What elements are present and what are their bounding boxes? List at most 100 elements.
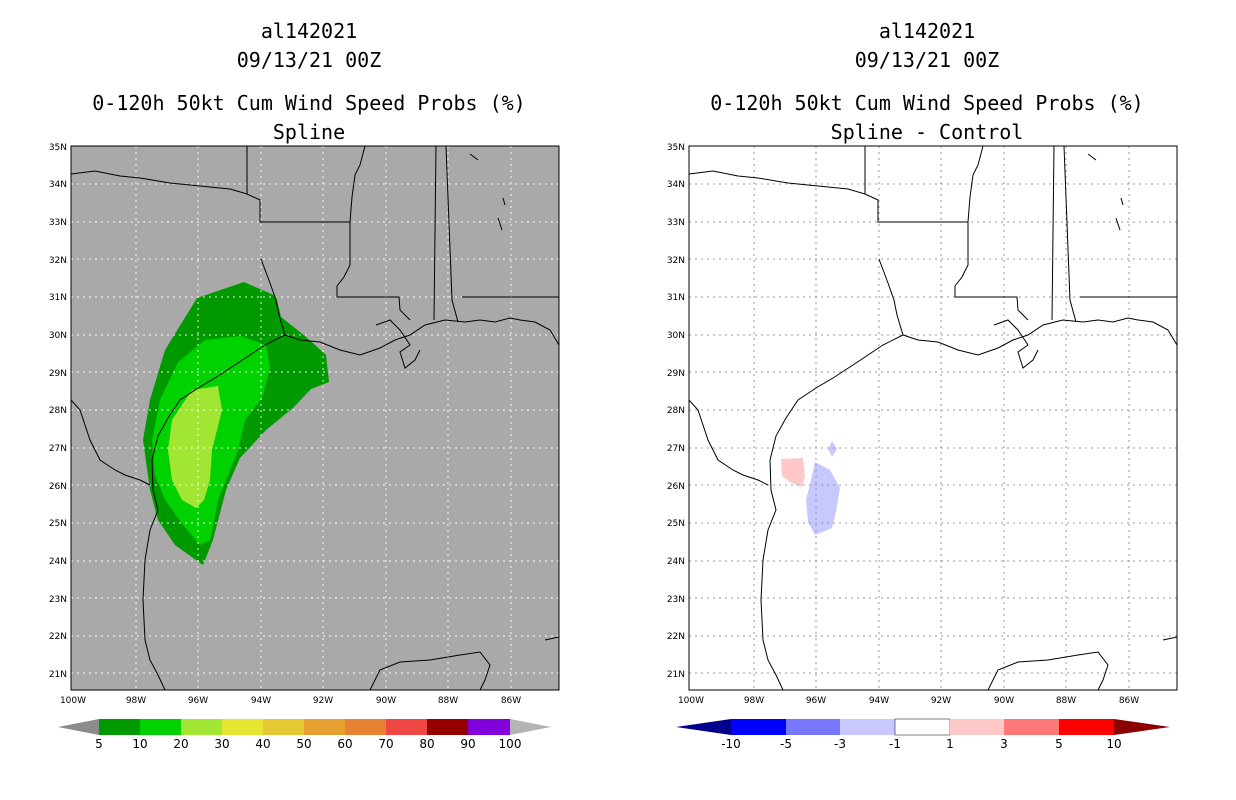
right-colorbar-swatch-1-3 bbox=[950, 719, 1004, 735]
right-storm-id: al142021 bbox=[878, 19, 976, 43]
right-colorbar-label: 10 bbox=[1106, 737, 1121, 751]
right-colorbar-cap-high bbox=[1114, 719, 1170, 735]
left-lon-label: 98W bbox=[126, 696, 146, 706]
left-colorbar-swatch-70-80 bbox=[386, 719, 427, 735]
left-colorbar-swatch-80-90 bbox=[427, 719, 468, 735]
right-colorbar-label: 3 bbox=[1000, 737, 1008, 751]
right-lon-label: 100W bbox=[678, 696, 704, 706]
right-lon-label: 96W bbox=[806, 696, 826, 706]
left-lat-label: 31N bbox=[49, 293, 67, 303]
right-lat-label: 34N bbox=[667, 180, 685, 190]
right-colorbar-swatch-n5-n3 bbox=[786, 719, 840, 735]
left-subtitle: Spline bbox=[272, 120, 346, 144]
right-lat-label: 35N bbox=[667, 143, 685, 153]
left-colorbar-label: 90 bbox=[460, 737, 475, 751]
left-storm-id: al142021 bbox=[260, 19, 358, 43]
left-colorbar-swatch-20-30 bbox=[181, 719, 222, 735]
left-lon-label: 90W bbox=[376, 696, 396, 706]
right-lat-label: 22N bbox=[667, 632, 685, 642]
right-lat-label: 26N bbox=[667, 482, 685, 492]
left-colorbar-swatch-30-40 bbox=[222, 719, 263, 735]
left-map-background bbox=[71, 146, 559, 690]
left-colorbar-label: 60 bbox=[337, 737, 352, 751]
right-lat-label: 33N bbox=[667, 218, 685, 228]
left-product-title: 0-120h 50kt Cum Wind Speed Probs (%) bbox=[92, 91, 526, 115]
right-coastlines bbox=[689, 146, 1177, 690]
left-colorbar-label: 100 bbox=[499, 737, 522, 751]
right-lat-label: 29N bbox=[667, 369, 685, 379]
left-colorbar-label: 10 bbox=[132, 737, 147, 751]
left-map-frame bbox=[70, 145, 560, 691]
right-colorbar-label: -10 bbox=[721, 737, 741, 751]
right-colorbar-label: -1 bbox=[889, 737, 901, 751]
right-lat-label: 27N bbox=[667, 444, 685, 454]
left-lon-label: 94W bbox=[251, 696, 271, 706]
right-lon-label: 98W bbox=[744, 696, 764, 706]
right-lon-label: 88W bbox=[1056, 696, 1076, 706]
left-prob-20-30-shade bbox=[168, 386, 222, 508]
right-colorbar-label: -5 bbox=[780, 737, 792, 751]
right-lat-labels: 35N 34N 33N 32N 31N 30N 29N 28N 27N 26N … bbox=[667, 143, 685, 680]
right-lat-label: 32N bbox=[667, 256, 685, 266]
left-colorbar-swatch-60-70 bbox=[345, 719, 386, 735]
left-colorbar-swatch-10-20 bbox=[140, 719, 181, 735]
right-lat-label: 30N bbox=[667, 331, 685, 341]
left-lat-label: 35N bbox=[49, 143, 67, 153]
right-colorbar-label: -3 bbox=[834, 737, 846, 751]
right-lat-label: 21N bbox=[667, 670, 685, 680]
left-lon-label: 92W bbox=[313, 696, 333, 706]
left-lat-label: 22N bbox=[49, 632, 67, 642]
left-lat-label: 25N bbox=[49, 519, 67, 529]
right-diff-positive-shade bbox=[781, 458, 805, 487]
right-lon-labels: 100W 98W 96W 94W 92W 90W 88W 86W bbox=[678, 696, 1139, 706]
right-colorbar-label: 1 bbox=[946, 737, 954, 751]
right-lon-label: 92W bbox=[931, 696, 951, 706]
left-lat-label: 24N bbox=[49, 557, 67, 567]
left-colorbar-label: 5 bbox=[95, 737, 103, 751]
left-lon-label: 88W bbox=[438, 696, 458, 706]
right-product-title: 0-120h 50kt Cum Wind Speed Probs (%) bbox=[710, 91, 1144, 115]
right-lon-label: 90W bbox=[994, 696, 1014, 706]
right-colorbar-swatch-3-5 bbox=[1004, 719, 1059, 735]
left-colorbar-label: 20 bbox=[173, 737, 188, 751]
right-lat-label: 31N bbox=[667, 293, 685, 303]
right-map-background bbox=[689, 146, 1177, 690]
left-lat-label: 34N bbox=[49, 180, 67, 190]
left-colorbar-label: 40 bbox=[255, 737, 270, 751]
left-lat-label: 26N bbox=[49, 482, 67, 492]
right-map bbox=[688, 145, 1178, 691]
right-lat-label: 24N bbox=[667, 557, 685, 567]
left-lon-label: 100W bbox=[60, 696, 86, 706]
left-date: 09/13/21 00Z bbox=[236, 48, 382, 72]
right-colorbar-cap-low bbox=[676, 719, 731, 735]
left-graticule bbox=[71, 146, 559, 690]
right-colorbar-label: 5 bbox=[1055, 737, 1063, 751]
left-colorbar-label: 80 bbox=[419, 737, 434, 751]
left-colorbar-cap-high bbox=[510, 719, 551, 735]
left-lon-label: 96W bbox=[188, 696, 208, 706]
left-lat-label: 27N bbox=[49, 444, 67, 454]
right-date: 09/13/21 00Z bbox=[854, 48, 1000, 72]
right-lat-label: 25N bbox=[667, 519, 685, 529]
right-lon-label: 94W bbox=[869, 696, 889, 706]
left-lat-label: 30N bbox=[49, 331, 67, 341]
left-colorbar-label: 30 bbox=[214, 737, 229, 751]
left-colorbar-label: 70 bbox=[378, 737, 393, 751]
left-lat-label: 21N bbox=[49, 670, 67, 680]
left-lat-label: 32N bbox=[49, 256, 67, 266]
left-colorbar-swatch-40-50 bbox=[263, 719, 304, 735]
right-subtitle: Spline - Control bbox=[830, 120, 1024, 144]
left-lon-labels: 100W 98W 96W 94W 92W 90W 88W 86W bbox=[60, 696, 521, 706]
left-lon-label: 86W bbox=[501, 696, 521, 706]
left-colorbar-swatch-5-10 bbox=[99, 719, 140, 735]
right-graticule bbox=[689, 146, 1177, 690]
left-colorbar-label: 50 bbox=[296, 737, 311, 751]
right-colorbar: -10 -5 -3 -1 1 3 5 10 bbox=[676, 718, 1170, 751]
right-colorbar-swatch-n1-1 bbox=[894, 718, 951, 736]
right-lat-label: 23N bbox=[667, 595, 685, 605]
left-colorbar-swatch-50-60 bbox=[304, 719, 345, 735]
left-lat-label: 28N bbox=[49, 406, 67, 416]
left-map bbox=[70, 145, 560, 691]
left-lat-label: 23N bbox=[49, 595, 67, 605]
